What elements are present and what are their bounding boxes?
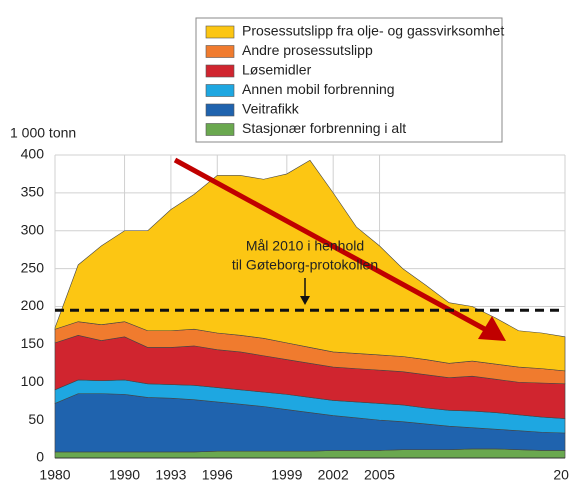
annotation: Mål 2010 i henhold <box>246 238 364 254</box>
x-tick-label: 200 <box>553 467 569 483</box>
trend-arrow <box>173 157 492 335</box>
y-tick-label: 100 <box>21 373 45 389</box>
legend-label: Annen mobil forbrenning <box>242 81 395 97</box>
y-tick-label: 250 <box>21 259 45 275</box>
x-tick-label: 1993 <box>155 467 186 483</box>
y-tick-label: 200 <box>21 297 45 313</box>
legend-label: Stasjonær forbrenning i alt <box>242 120 406 136</box>
legend-swatch <box>205 84 235 97</box>
annotation: til Gøteborg-protokollen <box>232 257 378 273</box>
legend-swatch <box>205 123 235 136</box>
y-tick-label: 300 <box>21 221 45 237</box>
y-tick-label: 150 <box>21 335 45 351</box>
area <box>54 159 566 372</box>
x-tick-label: 1980 <box>39 467 70 483</box>
x-tick-label: 2005 <box>364 467 395 483</box>
x-tick-label: 1999 <box>271 467 302 483</box>
legend-swatch <box>205 45 235 58</box>
y-tick-label: 400 <box>21 146 45 162</box>
legend-label: Løsemidler <box>242 62 312 78</box>
trend-arrow-head <box>478 316 506 341</box>
legend-label: Andre prosessutslipp <box>242 42 373 58</box>
y-tick-label: 50 <box>28 411 44 427</box>
legend-label: Veitrafikk <box>242 101 300 117</box>
legend-swatch <box>205 64 235 78</box>
legend-swatch <box>205 103 235 117</box>
legend-label: Prosessutslipp fra olje- og gassvirksomh… <box>242 23 504 39</box>
x-tick-label: 1996 <box>202 467 233 483</box>
x-tick-label: 1990 <box>109 467 140 483</box>
annotation-arrow-head <box>300 296 310 305</box>
legend <box>195 17 503 143</box>
y-axis-label: 1 000 tonn <box>10 125 76 141</box>
y-tick-label: 350 <box>21 184 45 200</box>
legend-swatch <box>205 25 235 39</box>
x-tick-label: 2002 <box>318 467 349 483</box>
y-tick-label: 0 <box>36 449 44 465</box>
